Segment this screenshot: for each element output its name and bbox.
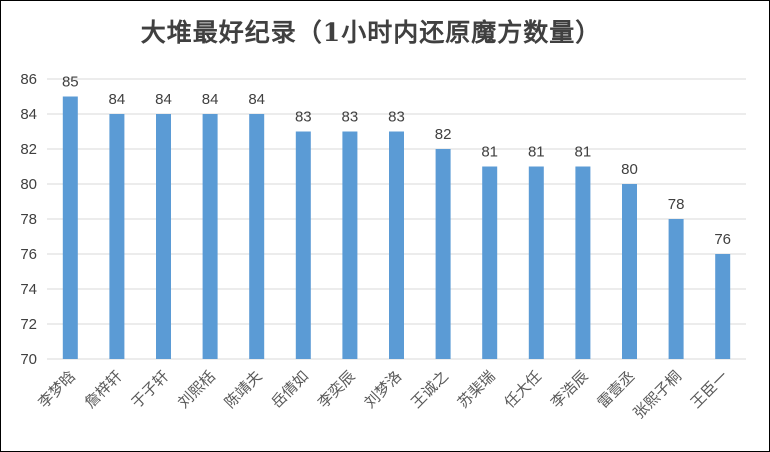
x-tick-label: 王诚之 [407, 367, 452, 412]
y-tick-label: 78 [20, 211, 37, 228]
data-label: 76 [714, 231, 731, 248]
x-axis: 李梦晗 詹梓轩 于子轩 刘熙栝 陈靖夫 岳倩如 李奕辰 刘梦洛 王诚之 苏棐瑞 任大任 李浩辰 雷壹丞张… [35, 367, 732, 422]
bars [62, 96, 731, 359]
bar [249, 114, 265, 359]
y-tick-label: 84 [20, 106, 37, 123]
data-label: 84 [202, 91, 219, 108]
data-label: 81 [481, 144, 498, 161]
bar [435, 149, 451, 359]
x-tick-label: 李奕辰 [314, 367, 359, 412]
data-label: 78 [668, 196, 685, 213]
x-tick-label: 李浩辰 [547, 367, 592, 412]
y-tick-label: 76 [20, 246, 37, 263]
data-label: 84 [248, 91, 265, 108]
data-label: 85 [62, 74, 79, 91]
y-axis: 70 72 74 76 78 80 82 84 86 [20, 71, 37, 368]
bar [575, 166, 591, 359]
y-tick-label: 86 [20, 71, 37, 88]
data-label: 81 [575, 144, 592, 161]
bar [668, 219, 684, 359]
bar [202, 114, 218, 359]
data-label: 82 [435, 126, 452, 143]
bar [109, 114, 125, 359]
y-tick-label: 74 [20, 281, 37, 298]
bar [156, 114, 171, 359]
x-tick-label: 张熙子桐 [630, 367, 685, 422]
x-tick-label: 李梦晗 [35, 367, 80, 412]
chart-title: 大堆最好纪录（1小时内还原魔方数量） [140, 18, 602, 47]
bar [389, 131, 404, 359]
data-labels: 85 84 84 84 84 83 83 83 82 81 81 81 80 78 76 [62, 74, 731, 249]
data-label: 83 [388, 109, 405, 126]
y-tick-label: 70 [20, 351, 37, 368]
y-tick-label: 80 [20, 176, 37, 193]
data-label: 80 [621, 161, 638, 178]
bar [715, 254, 731, 359]
x-tick-label: 陈靖夫 [221, 367, 266, 412]
data-label: 83 [295, 109, 312, 126]
bar [295, 131, 311, 359]
bar [528, 166, 544, 359]
x-tick-label: 刘梦洛 [361, 367, 406, 412]
data-label: 81 [528, 144, 545, 161]
bar [342, 131, 358, 359]
bar [622, 184, 637, 359]
x-tick-label: 于子轩 [128, 367, 173, 412]
x-tick-label: 刘熙栝 [174, 367, 219, 412]
y-tick-label: 72 [20, 316, 37, 333]
x-tick-label: 苏棐瑞 [454, 367, 499, 412]
bar [482, 166, 498, 359]
data-label: 83 [342, 109, 359, 126]
x-tick-label: 王臣一 [687, 367, 732, 412]
x-tick-label: 詹梓轩 [81, 367, 126, 412]
data-label: 84 [155, 91, 172, 108]
x-tick-label: 雷壹丞 [594, 367, 639, 412]
x-tick-label: 任大任 [501, 367, 546, 412]
data-label: 84 [109, 91, 126, 108]
x-tick-label: 岳倩如 [268, 367, 313, 412]
bar [62, 96, 78, 359]
y-tick-label: 82 [20, 141, 37, 158]
